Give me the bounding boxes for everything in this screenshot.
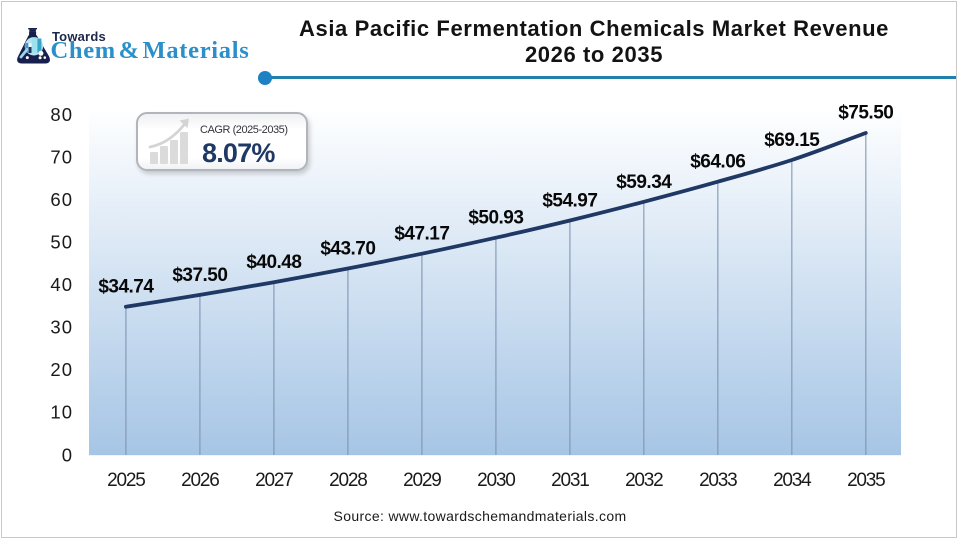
svg-text:$37.50: $37.50: [172, 265, 227, 286]
svg-text:$54.97: $54.97: [542, 191, 597, 212]
svg-text:30: 30: [50, 317, 73, 338]
svg-text:$34.74: $34.74: [98, 277, 154, 298]
svg-text:$47.17: $47.17: [394, 224, 449, 245]
svg-text:0: 0: [62, 445, 73, 466]
svg-text:$64.06: $64.06: [690, 152, 745, 173]
svg-text:$50.93: $50.93: [468, 208, 523, 229]
svg-text:$43.70: $43.70: [320, 239, 375, 260]
svg-text:40: 40: [50, 274, 73, 295]
svg-text:20: 20: [50, 359, 73, 380]
svg-text:$59.34: $59.34: [616, 172, 672, 193]
svg-text:50: 50: [50, 232, 73, 253]
svg-text:$69.15: $69.15: [764, 130, 820, 151]
svg-text:80: 80: [50, 104, 73, 125]
svg-text:60: 60: [50, 189, 73, 210]
svg-text:$40.48: $40.48: [246, 252, 301, 273]
svg-text:70: 70: [50, 147, 73, 168]
svg-text:$75.50: $75.50: [838, 103, 893, 124]
svg-text:10: 10: [50, 402, 73, 423]
